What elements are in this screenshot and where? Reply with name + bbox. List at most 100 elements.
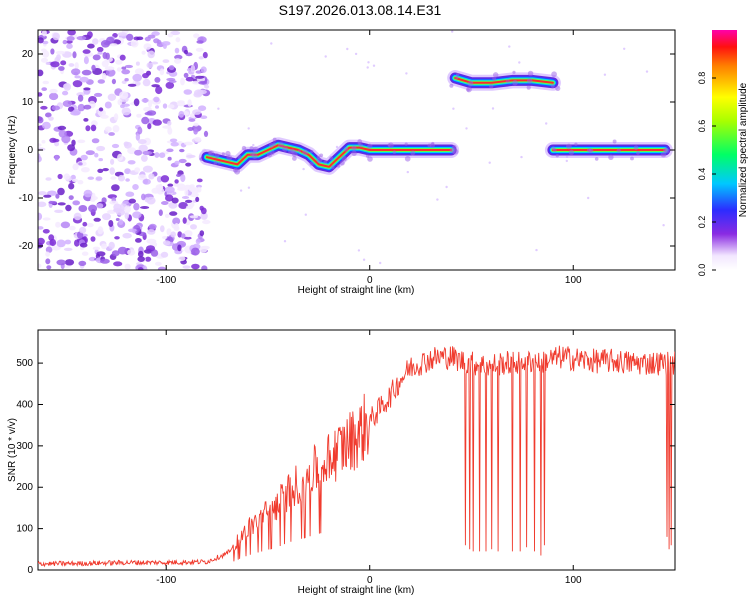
- noise-blob: [104, 66, 115, 71]
- noise-blob: [91, 138, 100, 144]
- track-speck: [237, 154, 242, 160]
- noise-blob: [167, 104, 175, 109]
- noise-blob: [74, 62, 79, 70]
- noise-blob: [196, 178, 203, 183]
- noise-blob: [119, 54, 126, 61]
- noise-speck: [247, 186, 251, 189]
- track-speck: [492, 76, 497, 81]
- noise-blob: [184, 49, 188, 55]
- noise-blob: [161, 201, 169, 205]
- noise-speck: [518, 61, 521, 64]
- noise-blob: [109, 200, 118, 205]
- noise-blob: [146, 196, 156, 205]
- noise-blob: [63, 83, 70, 89]
- colorbar: 0.0 0.2 0.4 0.6 0.8 Normalized spectral ampl…: [697, 30, 749, 276]
- noise-blob: [60, 221, 71, 229]
- noise-blob: [190, 65, 196, 73]
- noise-blob: [177, 187, 186, 191]
- noise-blob: [93, 217, 101, 222]
- heatmap-noise-cloud: [38, 30, 665, 270]
- noise-blob: [76, 92, 86, 97]
- noise-blob: [92, 54, 101, 61]
- noise-blob: [38, 201, 47, 208]
- noise-blob: [155, 184, 164, 191]
- noise-blob: [147, 34, 156, 39]
- noise-blob: [174, 160, 180, 165]
- noise-blob: [187, 99, 192, 107]
- noise-blob: [147, 50, 155, 59]
- snr-y-ticks: 0 100 200 300 400 500: [16, 358, 675, 576]
- noise-blob: [41, 57, 48, 63]
- track-speck: [427, 143, 432, 148]
- noise-blob: [79, 76, 89, 83]
- noise-blob: [112, 125, 120, 133]
- noise-blob: [88, 204, 98, 213]
- noise-speck: [362, 258, 366, 261]
- noise-blob: [90, 124, 97, 132]
- track-speck: [410, 150, 416, 156]
- noise-speck: [405, 72, 408, 75]
- noise-blob: [168, 65, 175, 71]
- noise-blob: [138, 144, 148, 153]
- noise-speck: [346, 47, 349, 51]
- noise-blob: [152, 119, 162, 126]
- noise-blob: [184, 188, 189, 197]
- track-speck: [341, 155, 347, 162]
- noise-blob: [172, 217, 181, 225]
- noise-blob: [96, 203, 104, 209]
- noise-blob: [97, 168, 104, 173]
- track-speck: [292, 156, 297, 161]
- noise-blob: [155, 86, 163, 95]
- noise-blob: [57, 202, 66, 206]
- track-speck: [323, 160, 328, 164]
- track-speck: [660, 151, 667, 158]
- track-speck: [309, 161, 314, 166]
- noise-blob: [132, 211, 142, 219]
- track-speck: [225, 150, 231, 157]
- noise-speck: [488, 161, 491, 164]
- noise-blob: [135, 133, 141, 141]
- noise-blob: [38, 37, 44, 44]
- track-speck: [466, 86, 472, 93]
- noise-blob: [126, 33, 134, 41]
- track-speck: [367, 143, 373, 149]
- x-tick-label: 100: [565, 575, 582, 586]
- noise-blob: [135, 238, 142, 243]
- snr-panel: -100 0 100 0 100 200 300 400 500 Height of stra…: [7, 329, 676, 596]
- noise-blob: [155, 105, 159, 109]
- noise-blob: [165, 186, 175, 194]
- noise-blob: [82, 49, 91, 54]
- noise-blob: [174, 179, 179, 184]
- noise-blob: [198, 105, 207, 111]
- noise-blob: [38, 69, 44, 77]
- noise-blob: [72, 80, 83, 88]
- noise-blob: [181, 196, 190, 199]
- track-speck: [241, 145, 247, 151]
- noise-blob: [107, 93, 117, 102]
- colorbar-tick-label: 0.0: [697, 264, 707, 277]
- noise-blob: [179, 148, 185, 153]
- noise-blob: [167, 183, 174, 187]
- noise-blob: [56, 259, 66, 266]
- noise-blob: [94, 152, 99, 158]
- noise-blob: [202, 51, 208, 59]
- noise-blob: [137, 174, 147, 181]
- noise-blob: [102, 52, 108, 59]
- noise-blob: [110, 158, 115, 165]
- noise-blob: [137, 267, 144, 270]
- noise-blob: [96, 46, 104, 53]
- noise-blob: [162, 59, 170, 63]
- noise-blob: [72, 163, 79, 171]
- noise-blob: [51, 105, 60, 111]
- noise-blob: [41, 87, 47, 91]
- noise-blob: [193, 128, 198, 135]
- noise-blob: [100, 258, 110, 264]
- noise-blob: [71, 68, 81, 76]
- noise-blob: [97, 51, 103, 55]
- track-speck: [452, 144, 457, 150]
- noise-blob: [64, 239, 72, 245]
- noise-blob: [68, 63, 75, 67]
- y-tick-label: 100: [16, 524, 33, 535]
- noise-blob: [61, 135, 71, 144]
- noise-blob: [66, 43, 73, 49]
